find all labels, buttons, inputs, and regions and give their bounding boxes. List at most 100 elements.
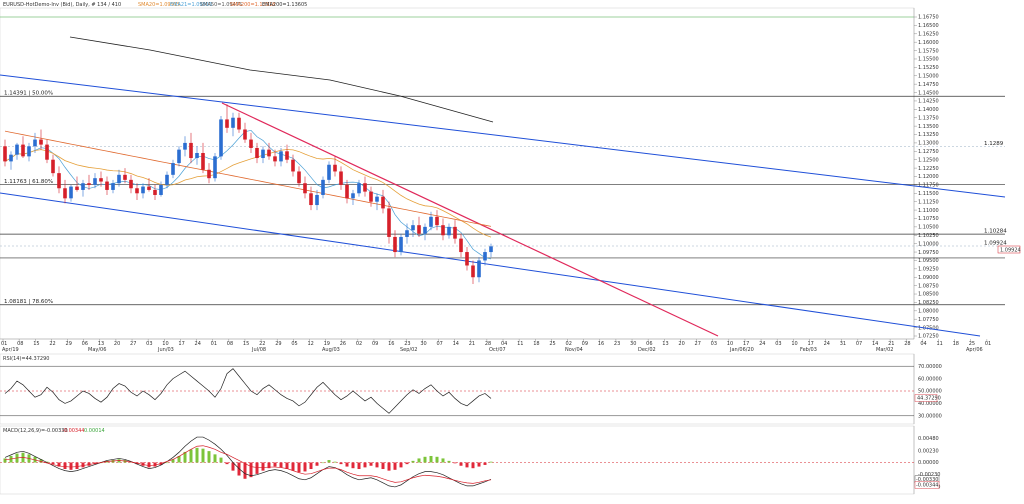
macd-hist-bar: [471, 462, 475, 469]
price-axis: 1.16750 1.16500 1.16250 1.16000 1.15750 1.155…: [913, 8, 939, 340]
channel-lower-line[interactable]: [0, 192, 981, 337]
x-day-label: 16: [598, 341, 604, 347]
candle-body: [57, 173, 61, 189]
candle-body: [33, 139, 37, 147]
x-day-label: 23: [614, 341, 620, 347]
candle-body: [303, 183, 307, 194]
macd-hist-bar: [153, 462, 157, 467]
x-day-label: 30: [420, 341, 426, 347]
macd-hist-bar: [225, 462, 229, 465]
x-day-label: 28: [485, 341, 491, 347]
macd-hist-bar: [375, 462, 379, 468]
symbol-label: EURUSD-HotDemo-Inv (Bid), Daily, # 134 /…: [3, 2, 121, 8]
candle-body: [411, 225, 415, 231]
x-day-label: 11: [936, 341, 942, 347]
x-day-label: 09: [582, 341, 588, 347]
candle-body: [249, 139, 253, 148]
x-day-label: 17: [743, 341, 749, 347]
candle-body: [327, 164, 331, 180]
macd-hist-bar: [39, 459, 43, 463]
price-tick-label: 1.14500: [918, 90, 939, 96]
candle-body: [429, 216, 433, 227]
x-month-label: Nov/04: [565, 347, 583, 353]
macd-level-label: -0.00230: [918, 472, 940, 478]
candle-body: [93, 178, 97, 185]
candle-body: [63, 188, 67, 199]
fib-level-label: 1.11763 | 61.80%: [4, 179, 53, 185]
x-day-label: 07: [436, 341, 442, 347]
price-tick-label: 1.07750: [918, 317, 939, 323]
price-tick-label: 1.08500: [918, 292, 939, 298]
candle-body: [15, 144, 19, 155]
macd-hist-bar: [483, 462, 487, 465]
macd-hist-bar: [249, 462, 253, 478]
price-tick-label: 1.10250: [918, 233, 939, 239]
macd-hist-bar: [303, 462, 307, 472]
macd-hist-bar: [195, 447, 199, 463]
fib-level-label: 1.08181 | 78.60%: [4, 299, 53, 305]
macd-hist-bar: [357, 462, 361, 470]
candle-body: [219, 119, 223, 157]
macd-hist-bar: [267, 462, 271, 469]
candle-body: [381, 196, 385, 209]
price-tick-label: 1.14750: [918, 82, 939, 88]
x-day-label: 10: [791, 341, 797, 347]
x-day-label: 03: [146, 341, 152, 347]
x-day-label: 16: [388, 341, 394, 347]
x-day-label: 01: [211, 341, 217, 347]
x-day-label: 25: [549, 341, 555, 347]
candle-body: [273, 156, 277, 162]
macd-hist-bar: [399, 462, 403, 468]
macd-hist-bar: [141, 462, 145, 466]
macd-hist-bar: [273, 462, 277, 467]
x-day-label: 14: [453, 341, 459, 347]
x-day-label: 25: [969, 341, 975, 347]
rsi-indicator: 70.00000 60.00000 50.00000 40.00000 30.00000…: [0, 354, 942, 424]
rsi-level-label: 70.00000: [918, 364, 942, 370]
macd-level-label: 0.00480: [918, 436, 939, 442]
fib-level-label: 1.14391 | 50.00%: [4, 91, 53, 97]
macd-panel: [0, 425, 915, 495]
x-day-label: 27: [130, 341, 136, 347]
x-day-label: 10: [162, 341, 168, 347]
x-month-label: Feb/03: [800, 347, 817, 353]
price-tick-label: 1.16250: [918, 31, 939, 37]
sma200-label: SMA200=1.12318: [230, 2, 275, 8]
candle-body: [291, 159, 295, 172]
x-day-label: 23: [404, 341, 410, 347]
candle-body: [147, 186, 151, 190]
x-day-label: 27: [695, 341, 701, 347]
macd-hist-bar: [69, 462, 73, 470]
macd-level-label: 0.00230: [918, 449, 939, 455]
ema-fast-line: [4, 129, 492, 260]
channel-upper-line[interactable]: [0, 74, 1006, 198]
candle-body: [261, 149, 265, 159]
downtrend-line[interactable]: [221, 102, 719, 337]
candles: [3, 104, 493, 284]
candle-body: [345, 184, 349, 199]
x-month-label: Jan/06/20: [729, 347, 754, 353]
price-tick-label: 1.12750: [918, 149, 939, 155]
fib-level-label: 1.09924: [984, 241, 1007, 247]
x-day-label: 22: [49, 341, 55, 347]
candle-body: [375, 196, 379, 202]
x-day-label: 15: [243, 341, 249, 347]
candle-body: [111, 183, 115, 190]
price-tick-label: 1.16000: [918, 40, 939, 46]
x-day-label: 03: [711, 341, 717, 347]
moving-averages: [4, 36, 494, 260]
candle-body: [165, 174, 169, 185]
macd-header-hist: 0.00014: [84, 428, 105, 434]
x-day-label: 17: [807, 341, 813, 347]
candle-body: [399, 236, 403, 253]
macd-hist-bar: [363, 462, 367, 468]
candle-body: [213, 156, 217, 179]
x-month-label: May/06: [88, 347, 106, 353]
x-day-label: 17: [178, 341, 184, 347]
fib-levels: 1.14391 | 50.00% 1.11763 | 61.80% 1.08181 …: [0, 91, 1007, 305]
rsi-level-label: 50.00000: [918, 389, 942, 395]
candle-body: [45, 144, 49, 160]
macd-hist-bar: [387, 462, 391, 471]
x-day-label: 20: [678, 341, 684, 347]
